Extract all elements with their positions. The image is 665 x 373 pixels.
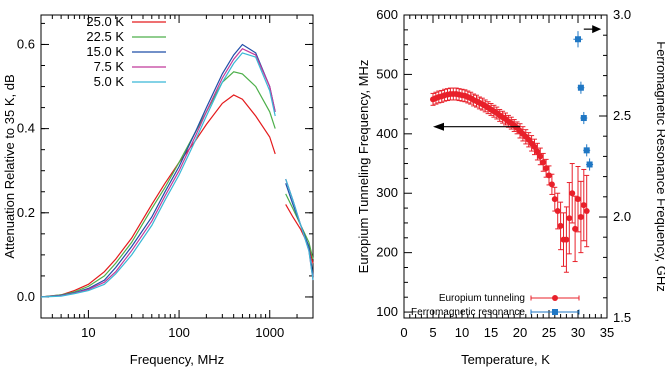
y-tick-label: 400 bbox=[376, 126, 398, 141]
series-line-high bbox=[285, 178, 314, 281]
y-axis-label: Europium Tunneling Frequency, MHz bbox=[356, 60, 371, 274]
data-point bbox=[586, 161, 593, 168]
data-point bbox=[566, 215, 573, 222]
x-axis-label: Temperature, K bbox=[461, 352, 550, 367]
data-point bbox=[546, 172, 552, 179]
x-tick-label: 100 bbox=[168, 325, 190, 340]
data-point bbox=[569, 190, 576, 197]
x-tick-label: 5 bbox=[429, 325, 436, 340]
x-tick-label: 0 bbox=[400, 325, 407, 340]
y-right-tick-label: 1.5 bbox=[613, 310, 631, 325]
legend-label: 7.5 K bbox=[94, 59, 125, 74]
series-line bbox=[40, 71, 276, 298]
data-point bbox=[543, 165, 550, 172]
legend-label: 15.0 K bbox=[86, 44, 124, 59]
x-tick-label: 20 bbox=[513, 325, 527, 340]
series-line bbox=[40, 52, 276, 298]
legend-label: 5.0 K bbox=[94, 74, 125, 89]
plot-frame bbox=[40, 14, 314, 319]
plot-frame bbox=[403, 14, 608, 319]
y-tick-label: 0.0 bbox=[17, 289, 35, 304]
data-point bbox=[548, 181, 555, 188]
data-point bbox=[563, 236, 570, 243]
x-axis-label: Frequency, MHz bbox=[130, 352, 224, 367]
arrow-left-head bbox=[433, 122, 444, 131]
tunneling-frequency-chart: 0 5 10 15 20 25 30 35 100 200 300 400 500 600 1.5 2.0 2.… bbox=[356, 7, 665, 367]
series-line-high bbox=[285, 183, 314, 276]
x-tick-label: 10 bbox=[455, 325, 469, 340]
arrow-right-head bbox=[592, 25, 602, 34]
y-right-tick-label: 2.0 bbox=[613, 209, 631, 224]
data-point bbox=[577, 214, 584, 220]
x-tick-label: 25 bbox=[542, 325, 556, 340]
data-point bbox=[557, 222, 564, 229]
attenuation-chart: 10 100 1000 0.0 0.2 0.4 0.6 Frequency, MHz Atten… bbox=[2, 14, 314, 367]
x-tick-label: 1000 bbox=[255, 325, 284, 340]
data-point bbox=[551, 196, 558, 203]
y-tick-label: 300 bbox=[376, 185, 398, 200]
y-axis-label: Attenuation Relative to 35 K, dB bbox=[2, 74, 17, 258]
data-point bbox=[575, 196, 581, 203]
y-tick-label: 500 bbox=[376, 66, 398, 81]
data-point bbox=[580, 202, 587, 209]
x-tick-label: 10 bbox=[81, 325, 95, 340]
data-point bbox=[537, 153, 544, 160]
data-point bbox=[575, 36, 581, 43]
legend-label: 25.0 K bbox=[86, 14, 124, 29]
data-point bbox=[534, 148, 541, 155]
data-point bbox=[540, 159, 547, 166]
legend-marker bbox=[552, 295, 558, 301]
data-point bbox=[583, 208, 590, 215]
x-tick-label: 15 bbox=[484, 325, 498, 340]
y-tick-label: 200 bbox=[376, 245, 398, 260]
data-point bbox=[580, 115, 587, 122]
legend-marker bbox=[552, 309, 558, 315]
y-tick-label: 0.2 bbox=[17, 205, 35, 220]
data-point bbox=[554, 208, 561, 215]
data-point bbox=[577, 84, 584, 91]
legend-label: Europium tunneling bbox=[439, 293, 525, 304]
legend-label: Ferromagnetic resonance bbox=[411, 307, 525, 318]
data-point bbox=[583, 147, 590, 154]
series-line bbox=[40, 43, 276, 298]
y-tick-label: 600 bbox=[376, 7, 398, 22]
y-tick-label: 100 bbox=[376, 304, 398, 319]
y-tick-label: 0.6 bbox=[17, 36, 35, 51]
y-right-tick-label: 2.5 bbox=[613, 108, 631, 123]
data-point bbox=[531, 143, 538, 150]
y-right-tick-label: 3.0 bbox=[613, 7, 631, 22]
data-point bbox=[572, 225, 579, 232]
legend-label: 22.5 K bbox=[86, 29, 124, 44]
x-tick-label: 35 bbox=[600, 325, 614, 340]
y-right-axis-label: Ferromagnetic Resonance Frequency, GHz bbox=[654, 41, 665, 291]
series-line bbox=[40, 47, 276, 298]
y-tick-label: 0.4 bbox=[17, 121, 35, 136]
series-line bbox=[40, 94, 276, 298]
x-tick-label: 30 bbox=[571, 325, 585, 340]
